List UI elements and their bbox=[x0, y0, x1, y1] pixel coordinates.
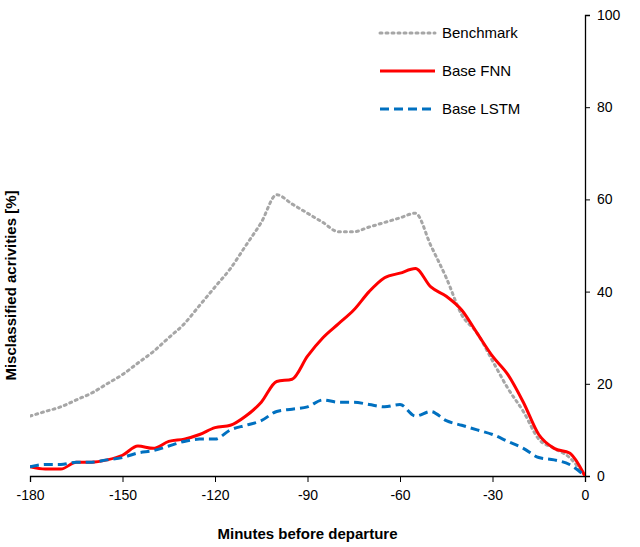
y-tick-mark bbox=[585, 15, 590, 16]
x-tick-label: -120 bbox=[201, 487, 229, 503]
y-tick: 80 bbox=[585, 99, 613, 115]
y-axis: 0 20 40 60 80 100 bbox=[585, 7, 621, 484]
y-tick: 0 bbox=[585, 468, 605, 484]
legend-swatch bbox=[380, 70, 435, 73]
y-tick: 100 bbox=[585, 7, 621, 23]
y-tick-label: 80 bbox=[597, 99, 613, 115]
chart: -180 -150 -120 -90 -60 -30 00 20 40 60 80 100 Minute… bbox=[0, 0, 640, 547]
y-tick-mark bbox=[585, 384, 590, 385]
x-tick-label: -150 bbox=[109, 487, 137, 503]
y-tick-mark bbox=[585, 199, 590, 200]
x-tick: -120 bbox=[201, 476, 229, 503]
legend-item: Benchmark bbox=[380, 24, 518, 41]
x-tick: -180 bbox=[16, 476, 44, 503]
y-tick: 20 bbox=[585, 376, 613, 392]
x-tick-label: 0 bbox=[582, 487, 590, 503]
x-tick: -150 bbox=[109, 476, 137, 503]
series-line bbox=[30, 400, 585, 476]
x-axis: -180 -150 -120 -90 -60 -30 0 bbox=[16, 476, 589, 503]
y-tick: 60 bbox=[585, 191, 613, 207]
x-tick: -30 bbox=[483, 476, 503, 503]
series-line bbox=[30, 269, 585, 476]
legend-swatch bbox=[380, 32, 435, 35]
x-tick-mark bbox=[400, 476, 401, 482]
y-tick-mark bbox=[585, 107, 590, 108]
legend-item: Base LSTM bbox=[380, 100, 520, 117]
x-tick-mark bbox=[215, 476, 216, 482]
legend-label: Base FNN bbox=[442, 62, 511, 79]
y-axis-line bbox=[586, 16, 591, 477]
x-tick: -90 bbox=[298, 476, 318, 503]
x-tick-label: -180 bbox=[16, 487, 44, 503]
x-tick: 0 bbox=[582, 476, 590, 503]
y-tick-label: 40 bbox=[597, 284, 613, 300]
y-tick-label: 0 bbox=[597, 468, 605, 484]
x-tick-mark bbox=[30, 476, 31, 482]
x-tick-label: -30 bbox=[483, 487, 503, 503]
x-tick: -60 bbox=[390, 476, 410, 503]
legend-swatch bbox=[380, 108, 435, 111]
y-axis-title: Misclassified acrivities [%] bbox=[2, 190, 19, 380]
y-tick-label: 60 bbox=[597, 191, 613, 207]
series-line bbox=[30, 195, 585, 476]
y-tick-label: 20 bbox=[597, 376, 613, 392]
y-tick-mark bbox=[585, 476, 590, 477]
x-tick-mark bbox=[308, 476, 309, 482]
x-tick-label: -60 bbox=[390, 487, 410, 503]
legend-item: Base FNN bbox=[380, 62, 511, 79]
legend-label: Benchmark bbox=[442, 24, 518, 41]
legend-label: Base LSTM bbox=[442, 100, 520, 117]
x-tick-mark bbox=[493, 476, 494, 482]
x-axis-title: Minutes before departure bbox=[217, 525, 397, 542]
plot-lines bbox=[30, 195, 585, 476]
x-tick-label: -90 bbox=[298, 487, 318, 503]
y-tick-label: 100 bbox=[597, 7, 621, 23]
x-axis-line bbox=[31, 477, 586, 483]
y-tick: 40 bbox=[585, 284, 613, 300]
legend: Benchmark Base FNN Base LSTM bbox=[380, 24, 520, 117]
x-tick-mark bbox=[123, 476, 124, 482]
y-tick-mark bbox=[585, 292, 590, 293]
